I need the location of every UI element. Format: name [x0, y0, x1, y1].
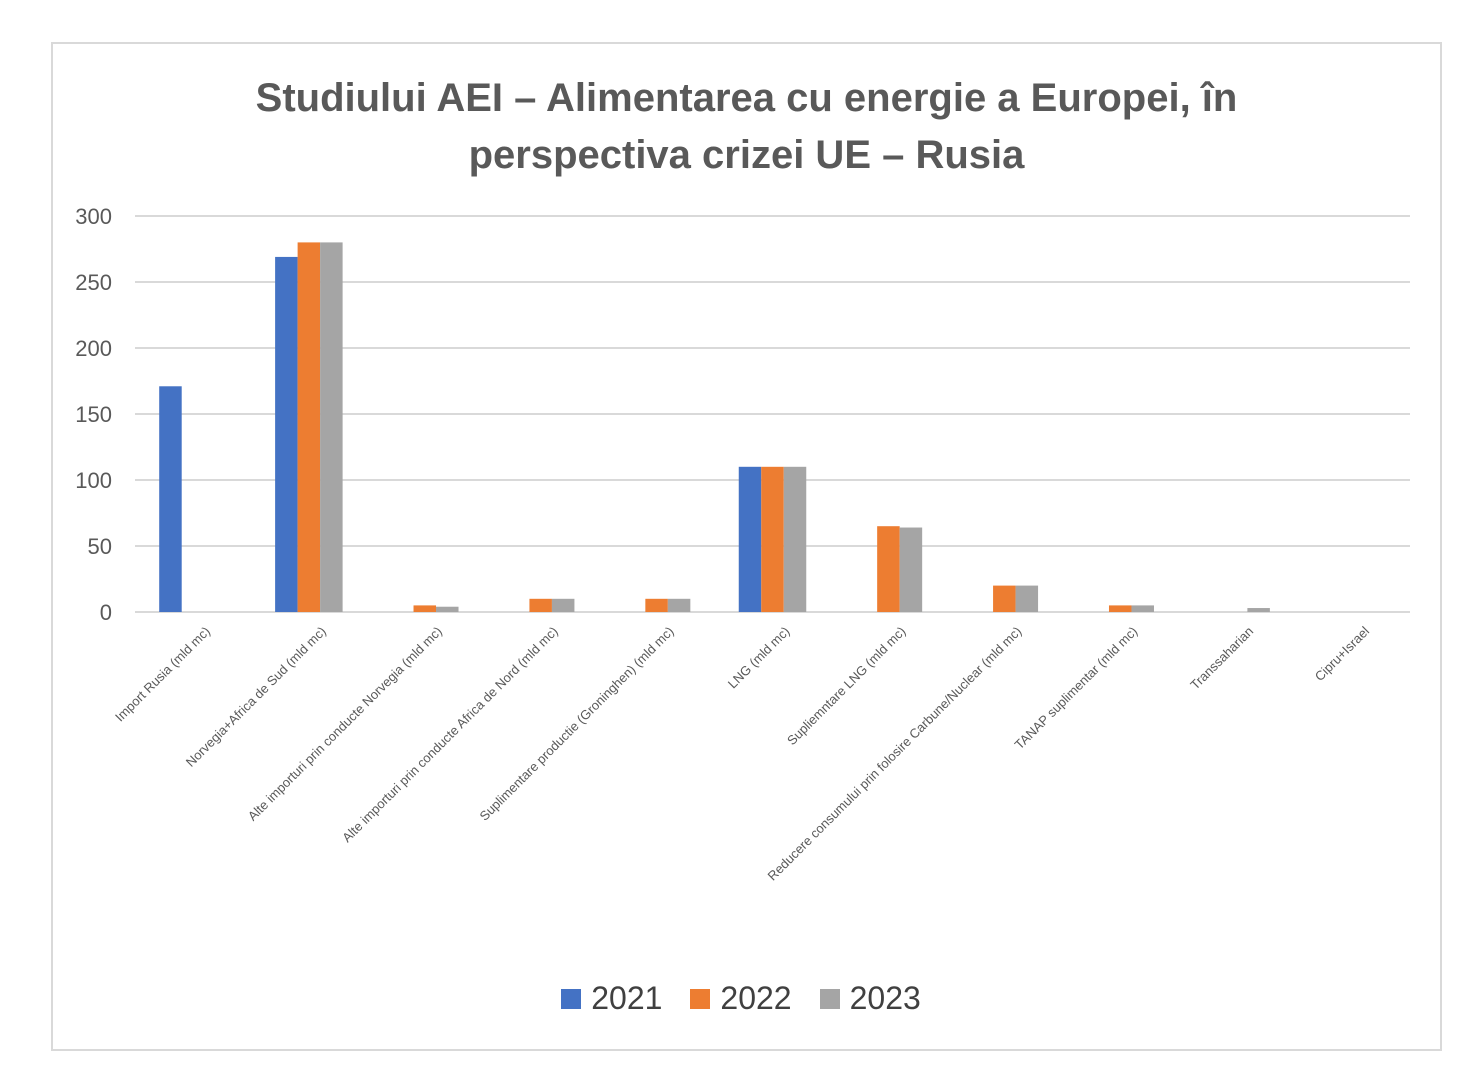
chart-title: Studiului AEI – Alimentarea cu energie a…: [51, 70, 1442, 184]
x-tick-label: Norvegia+Africa de Sud (mld mc): [183, 624, 329, 770]
bar-2022: [529, 598, 552, 612]
bar-2022: [645, 598, 668, 612]
chart-title-line-2: perspectiva crizei UE – Rusia: [468, 133, 1025, 177]
bar-2023: [320, 242, 343, 612]
bar-2023: [551, 598, 575, 612]
x-tick-label: Alte importuri prin conducte Africa de N…: [339, 624, 561, 846]
x-tick-label: Import Rusia (mld mc): [112, 624, 213, 725]
bar-2021: [738, 466, 762, 612]
legend-label: 2023: [849, 980, 921, 1016]
legend-label: 2021: [591, 980, 663, 1016]
legend-swatch: [690, 988, 711, 1009]
y-tick-label: 250: [75, 270, 112, 295]
legend-item: 2022: [690, 980, 792, 1017]
legend-label: 2022: [720, 980, 792, 1016]
bar-2022: [877, 526, 900, 612]
bar-2022: [993, 585, 1016, 612]
y-tick-label: 150: [75, 402, 112, 427]
bar-2022: [761, 466, 784, 612]
bar-2022: [297, 242, 321, 612]
bar-2023: [783, 466, 807, 612]
bar-2022: [1108, 605, 1132, 612]
y-tick-label: 200: [75, 336, 112, 361]
bar-2021: [159, 386, 182, 612]
chart-title-line-1: Studiului AEI – Alimentarea cu energie a…: [255, 76, 1238, 120]
bar-2023: [1015, 585, 1039, 612]
x-tick-label: Supliemntare LNG (mld mc): [784, 624, 909, 749]
bar-2021: [275, 256, 298, 612]
x-tick-label: LNG (mld mc): [725, 624, 793, 692]
x-tick-label: Transsaharian: [1187, 624, 1256, 693]
bar-2022: [413, 605, 437, 612]
y-tick-label: 300: [75, 204, 112, 229]
legend-swatch: [561, 988, 582, 1009]
y-tick-label: 0: [100, 600, 112, 625]
x-tick-label: Alte importuri prin conducte Norvegia (m…: [245, 624, 445, 824]
y-tick-label: 100: [75, 468, 112, 493]
x-tick-label: Cipru+Israel: [1312, 623, 1372, 683]
legend-item: 2023: [819, 980, 921, 1017]
x-tick-label: Reducere consumului prin folosire Carbun…: [765, 624, 1025, 884]
bar-2023: [1131, 605, 1154, 612]
bar-2023: [1247, 608, 1270, 612]
bar-2023: [667, 598, 691, 612]
legend-swatch: [819, 988, 840, 1009]
legend: 2021 2022 2023: [0, 980, 1482, 1017]
x-tick-label: Suplimentare productie (Groninghen) (mld…: [477, 624, 677, 824]
bar-2023: [899, 527, 923, 612]
bar-2023: [436, 606, 459, 612]
y-tick-label: 50: [88, 534, 112, 559]
legend-item: 2021: [561, 980, 662, 1017]
x-tick-label: TANAP suplimentar (mld mc): [1012, 624, 1141, 753]
